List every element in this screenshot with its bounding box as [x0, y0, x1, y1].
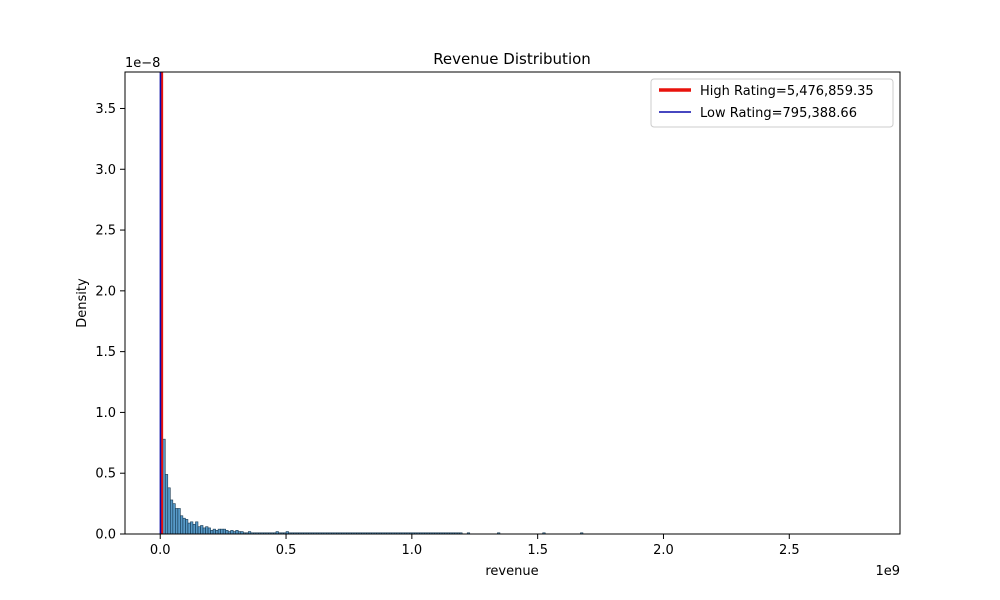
- x-tick-label: 1.5: [527, 543, 548, 558]
- histogram-bar: [195, 521, 199, 535]
- y-tick-label: 0.0: [95, 528, 116, 543]
- histogram-bar: [222, 528, 226, 535]
- axes-frame: [124, 71, 901, 535]
- legend-box: [650, 78, 894, 128]
- x-tick-label: 0.0: [150, 543, 171, 558]
- x-tick-label: 2.5: [779, 543, 800, 558]
- histogram-bar: [205, 526, 209, 535]
- histogram-bar: [217, 528, 221, 535]
- legend-label-low-rating: Low Rating=795,388.66: [700, 106, 857, 121]
- y-axis-ticks: 0.0 0.5 1.0 1.5 2.0 2.5 3.0 3.5: [95, 102, 125, 543]
- histogram-bar: [200, 525, 204, 535]
- histogram-bar: [190, 521, 194, 535]
- histogram-bar: [172, 503, 176, 535]
- x-tick-label: 0.5: [276, 543, 297, 558]
- x-axis-label: revenue: [485, 564, 538, 579]
- histogram-bar: [215, 530, 219, 535]
- y-axis-multiplier: 1e−8: [125, 56, 160, 71]
- histogram-bar: [180, 515, 184, 535]
- histogram-bar: [210, 530, 214, 535]
- y-tick-label: 3.5: [95, 102, 116, 117]
- histogram-bar: [225, 530, 229, 535]
- histogram-bar: [175, 508, 179, 535]
- y-axis-label: Density: [75, 278, 90, 328]
- legend-label-high-rating: High Rating=5,476,859.35: [700, 84, 874, 99]
- y-tick-label: 3.0: [95, 163, 116, 178]
- histogram-bar: [220, 528, 224, 535]
- legend: High Rating=5,476,859.35 Low Rating=795,…: [650, 78, 894, 128]
- y-tick-label: 2.0: [95, 284, 116, 299]
- chart-title: Revenue Distribution: [433, 50, 591, 68]
- histogram-bar: [192, 523, 196, 535]
- histogram-bar: [202, 527, 206, 535]
- x-tick-label: 2.0: [653, 543, 674, 558]
- reference-lines: [159, 72, 164, 534]
- x-axis-multiplier: 1e9: [875, 564, 900, 579]
- histogram-bar: [164, 474, 169, 535]
- x-axis-ticks: 0.0 0.5 1.0 1.5 2.0 2.5: [150, 534, 800, 558]
- histogram-bar: [185, 519, 189, 535]
- histogram-bar: [235, 530, 239, 535]
- y-tick-label: 0.5: [95, 467, 116, 482]
- histogram-bar: [230, 530, 234, 535]
- histogram-bar: [212, 528, 216, 535]
- y-tick-label: 1.0: [95, 406, 116, 421]
- x-tick-label: 1.0: [402, 543, 423, 558]
- histogram-bar: [167, 487, 171, 535]
- y-tick-label: 2.5: [95, 224, 116, 239]
- histogram-bar: [169, 499, 174, 535]
- histogram-bar: [187, 522, 191, 535]
- histogram-bar: [162, 438, 166, 535]
- histogram-bar: [207, 527, 211, 535]
- histogram-bar: [177, 508, 181, 535]
- histogram-bar: [182, 517, 186, 535]
- histogram-bar: [197, 526, 201, 535]
- y-tick-label: 1.5: [95, 345, 116, 360]
